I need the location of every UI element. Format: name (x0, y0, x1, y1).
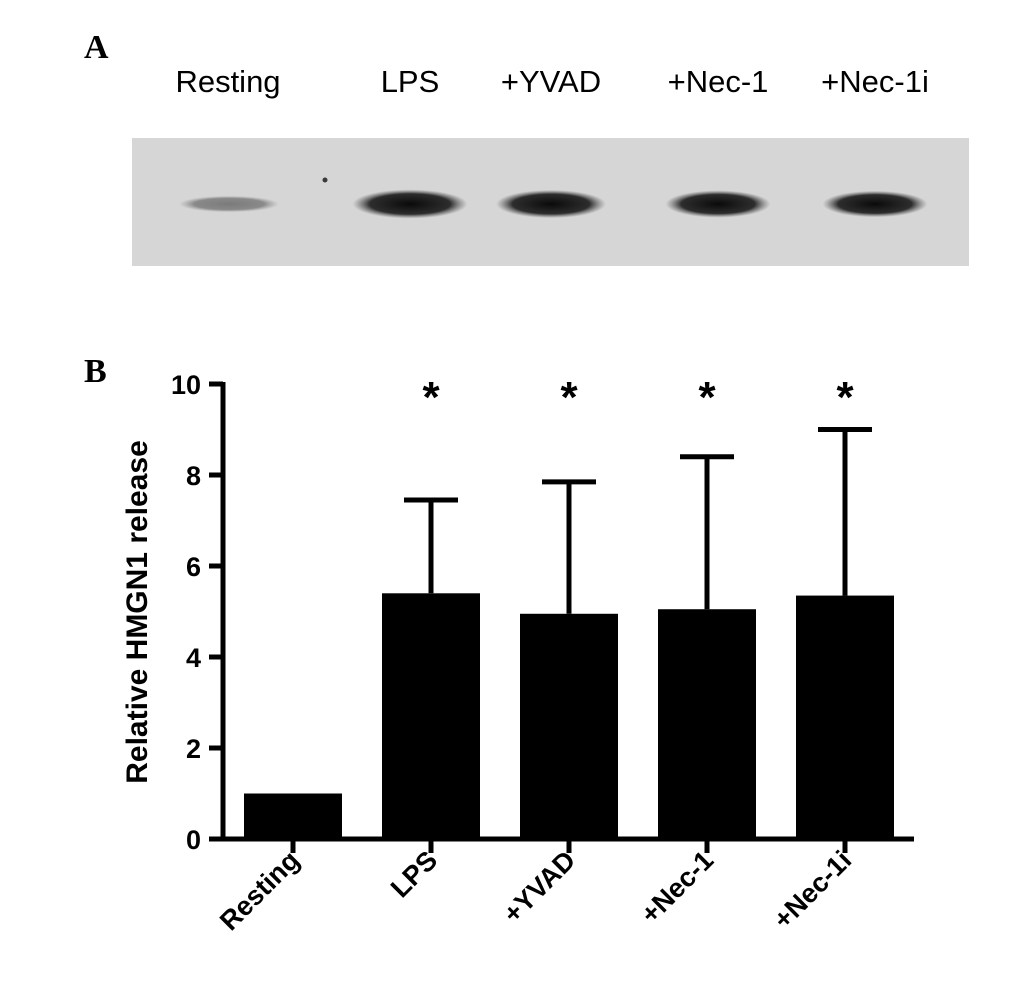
x-tick-label-yvad: +YVAD (497, 845, 581, 929)
panel-a-letter: A (84, 29, 109, 66)
bar-nec-1 (658, 609, 756, 839)
panel-b-letter: B (84, 353, 107, 390)
x-tick-label-lps: LPS (385, 845, 443, 903)
y-tick-label-2: 2 (186, 734, 201, 764)
significance-markers: * * * * (422, 373, 854, 422)
blot-band-yvad (496, 189, 606, 219)
bar-nec-1i (796, 595, 894, 839)
y-tick-label-8: 8 (186, 461, 201, 491)
lane-label-yvad: +YVAD (501, 64, 601, 99)
bar-resting (244, 793, 342, 839)
x-tick-label-nec-1i: +Nec-1i (768, 845, 858, 935)
blot-lane-labels: Resting LPS +YVAD +Nec-1 +Nec-1i (175, 64, 928, 99)
significance-nec-1i: * (836, 373, 854, 422)
blot-speck (322, 177, 328, 183)
bar-lps (382, 593, 480, 839)
error-bars (404, 427, 872, 614)
significance-nec-1: * (698, 373, 716, 422)
y-axis-title: Relative HMGN1 release (121, 440, 154, 784)
y-tick-label-6: 6 (186, 552, 201, 582)
y-tick-label-10: 10 (171, 370, 201, 400)
blot-bands (179, 189, 928, 219)
x-tick-label-resting: Resting (214, 845, 305, 936)
lane-label-nec-1i: +Nec-1i (821, 64, 929, 99)
blot-band-lps (352, 189, 468, 219)
y-tick-label-4: 4 (186, 643, 201, 673)
significance-lps: * (422, 373, 440, 422)
blot-band-nec-1 (665, 190, 771, 218)
lane-label-resting: Resting (175, 64, 280, 99)
x-tick-label-nec-1: +Nec-1 (635, 845, 719, 929)
bar-series (244, 593, 894, 839)
significance-yvad: * (560, 373, 578, 422)
blot-band-nec-1i (822, 190, 928, 218)
x-axis-ticks: Resting LPS +YVAD +Nec-1 +Nec-1i (214, 839, 857, 936)
y-axis-ticks: 0 2 4 6 8 10 (171, 370, 223, 855)
lane-label-nec-1: +Nec-1 (668, 64, 769, 99)
bar-yvad (520, 613, 618, 839)
y-tick-label-0: 0 (186, 825, 201, 855)
lane-label-lps: LPS (381, 64, 440, 99)
blot-band-resting (179, 195, 279, 213)
